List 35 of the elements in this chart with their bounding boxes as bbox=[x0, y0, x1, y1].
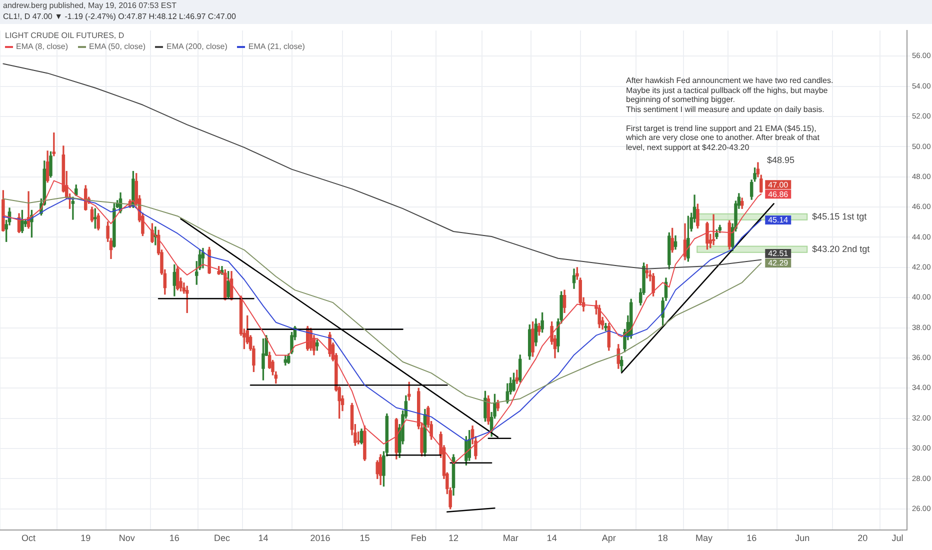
x-tick-label: 16 bbox=[746, 532, 757, 543]
chart-title: LIGHT CRUDE OIL FUTURES, D bbox=[5, 31, 124, 40]
data-label: 42.29 bbox=[768, 258, 789, 268]
x-tick-label: Mar bbox=[502, 532, 518, 543]
x-tick-label: Jul bbox=[892, 532, 904, 543]
x-tick-label: 20 bbox=[858, 532, 868, 543]
data-label: 45.14 bbox=[768, 216, 789, 225]
x-tick-label: Feb bbox=[410, 532, 426, 543]
legend-label: EMA (50, close) bbox=[89, 41, 146, 52]
chart-subtitle: CL1!, D 47.00 ▼ -1.19 (-2.47%) O:47.87 H:48.12 L:46.97 C:47.00 bbox=[3, 12, 236, 21]
x-tick-label: Oct bbox=[22, 532, 36, 543]
annotation: $48.95 bbox=[766, 155, 794, 166]
x-tick-label: Jun bbox=[795, 532, 810, 543]
band-label: $43.20 2nd tgt bbox=[812, 244, 870, 254]
x-tick-label: Apr bbox=[602, 532, 616, 543]
x-tick-label: 2016 bbox=[310, 532, 330, 543]
x-tick-label: 14 bbox=[258, 532, 268, 543]
x-tick-label: 14 bbox=[546, 532, 557, 543]
data-label: 46.86 bbox=[768, 190, 789, 199]
x-tick-label: 15 bbox=[360, 532, 370, 543]
legend-label: EMA (21, close) bbox=[248, 41, 305, 52]
text: After hawkish Fed announcment we have two red candles. Maybe its just a tactical pullback off the highs, but maybe beginning of something bigger. This sentiment I will measure and update on daily basis. First target is trend line support and 21 EMA ($45.15), which are very close one to another. After break of that level, next support at $42.20-43.20 bbox=[626, 76, 834, 152]
x-tick-label: 16 bbox=[169, 532, 180, 543]
data-label: 42.51 bbox=[768, 249, 789, 258]
legend-label: EMA (8, close) bbox=[16, 41, 68, 52]
x-tick-label: 18 bbox=[658, 532, 668, 543]
x-tick-label: Nov bbox=[118, 532, 136, 543]
legend-label: EMA (200, close) bbox=[166, 41, 228, 52]
x-tick-label: 12 bbox=[448, 532, 459, 543]
x-tick-label: May bbox=[696, 532, 714, 543]
band-label: $45.15 1st tgt bbox=[812, 211, 868, 222]
x-tick-label: Dec bbox=[214, 532, 230, 543]
x-tick-label: 19 bbox=[80, 532, 91, 543]
text: 47.00 bbox=[768, 180, 788, 190]
text: andrew.berg published, May 19, 2016 07:53 EST bbox=[3, 1, 176, 10]
